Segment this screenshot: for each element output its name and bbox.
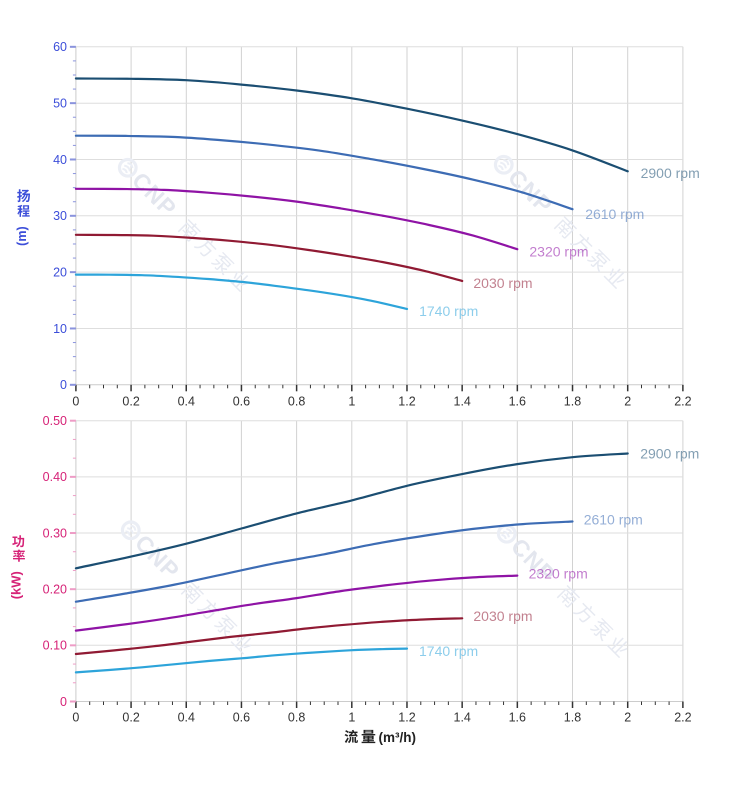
svg-text:2.2: 2.2 bbox=[674, 711, 691, 725]
svg-text:0.10: 0.10 bbox=[43, 639, 67, 653]
svg-text:2320 rpm: 2320 rpm bbox=[529, 566, 588, 582]
svg-text:1: 1 bbox=[348, 394, 355, 408]
svg-text:2900 rpm: 2900 rpm bbox=[641, 165, 700, 181]
svg-text:0: 0 bbox=[72, 394, 79, 408]
svg-text:1.6: 1.6 bbox=[509, 711, 526, 725]
svg-text:0.6: 0.6 bbox=[233, 711, 250, 725]
svg-text:2610 rpm: 2610 rpm bbox=[584, 512, 643, 528]
svg-text:1740 rpm: 1740 rpm bbox=[419, 643, 478, 659]
svg-text:0.6: 0.6 bbox=[233, 394, 250, 408]
svg-text:20: 20 bbox=[53, 265, 67, 279]
svg-text:2.2: 2.2 bbox=[674, 394, 691, 408]
svg-text:(m³/h): (m³/h) bbox=[379, 730, 417, 745]
svg-text:2030 rpm: 2030 rpm bbox=[473, 275, 532, 291]
svg-text:1: 1 bbox=[348, 711, 355, 725]
svg-text:60: 60 bbox=[53, 40, 67, 54]
svg-text:2320 rpm: 2320 rpm bbox=[529, 243, 588, 259]
svg-text:1.6: 1.6 bbox=[509, 394, 526, 408]
svg-text:40: 40 bbox=[53, 153, 67, 167]
svg-text:0.4: 0.4 bbox=[178, 711, 195, 725]
svg-text:0.8: 0.8 bbox=[288, 711, 305, 725]
svg-text:1.2: 1.2 bbox=[398, 711, 415, 725]
svg-text:0: 0 bbox=[60, 695, 67, 709]
svg-text:1740 rpm: 1740 rpm bbox=[419, 303, 478, 319]
svg-text:0.30: 0.30 bbox=[43, 526, 67, 540]
svg-text:0.40: 0.40 bbox=[43, 470, 67, 484]
svg-text:1.4: 1.4 bbox=[454, 394, 471, 408]
svg-text:2: 2 bbox=[624, 394, 631, 408]
svg-text:(m): (m) bbox=[15, 226, 29, 245]
svg-text:50: 50 bbox=[53, 97, 67, 111]
svg-text:0.4: 0.4 bbox=[178, 394, 195, 408]
svg-text:1.8: 1.8 bbox=[564, 394, 581, 408]
svg-text:0.50: 0.50 bbox=[43, 414, 67, 428]
svg-text:0: 0 bbox=[72, 711, 79, 725]
svg-text:0.2: 0.2 bbox=[122, 394, 139, 408]
svg-text:10: 10 bbox=[53, 322, 67, 336]
svg-text:2900 rpm: 2900 rpm bbox=[640, 446, 699, 462]
svg-text:1.2: 1.2 bbox=[398, 394, 415, 408]
svg-text:1.8: 1.8 bbox=[564, 711, 581, 725]
svg-text:30: 30 bbox=[53, 209, 67, 223]
svg-text:(kW): (kW) bbox=[8, 571, 23, 599]
svg-text:2610 rpm: 2610 rpm bbox=[585, 206, 644, 222]
svg-text:0.2: 0.2 bbox=[122, 711, 139, 725]
svg-text:0: 0 bbox=[60, 378, 67, 392]
svg-text:0.20: 0.20 bbox=[43, 583, 67, 597]
svg-text:2030 rpm: 2030 rpm bbox=[473, 608, 532, 624]
svg-text:0.8: 0.8 bbox=[288, 394, 305, 408]
svg-text:1.4: 1.4 bbox=[454, 711, 471, 725]
svg-text:2: 2 bbox=[624, 711, 631, 725]
